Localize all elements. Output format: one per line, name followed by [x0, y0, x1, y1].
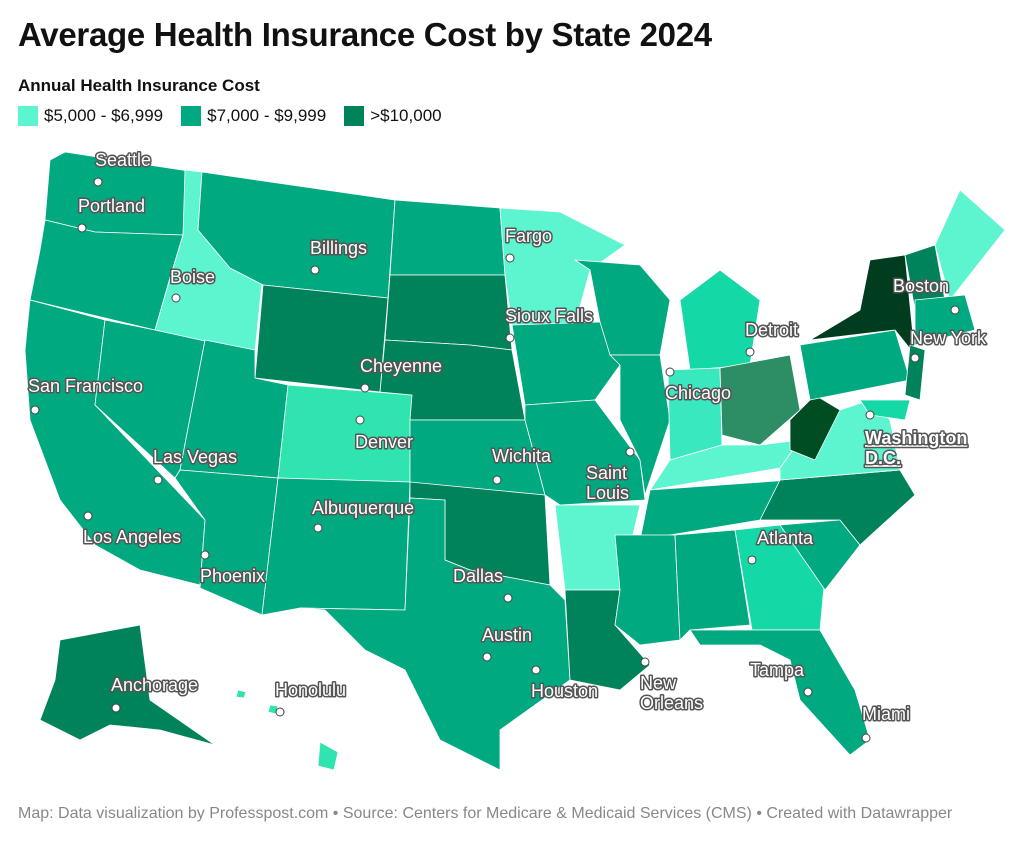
city-dot — [360, 383, 370, 393]
legend-item: $5,000 - $6,999 — [18, 106, 163, 126]
state — [389, 199, 506, 276]
city-dot — [950, 305, 960, 315]
city-label: Phoenix — [200, 566, 265, 586]
city-dot — [310, 265, 320, 275]
legend-swatch — [344, 106, 365, 126]
city-dot — [910, 353, 920, 363]
city-label: New York — [910, 328, 987, 348]
city-dot — [275, 707, 285, 717]
city-label: Tampa — [750, 660, 805, 680]
state — [614, 534, 681, 646]
city-dot — [355, 415, 365, 425]
title: Average Health Insurance Cost by State 2… — [18, 16, 712, 53]
city-label: Anchorage — [111, 675, 198, 695]
legend-label: >$10,000 — [370, 106, 442, 125]
state — [667, 367, 723, 461]
city-label: Saint — [586, 463, 627, 483]
legend-swatch — [18, 106, 38, 126]
city-label: Boston — [893, 276, 949, 296]
legend: $5,000 - $6,999 $7,000 - $9,999 >$10,000 — [18, 106, 442, 126]
city-link[interactable]: Washington — [864, 427, 969, 450]
city-label: Albuquerque — [312, 498, 414, 518]
state — [674, 529, 751, 641]
city-label: Denver — [355, 432, 413, 452]
city-dot — [625, 447, 635, 457]
city-label: Honolulu — [275, 680, 346, 700]
city-dot — [200, 550, 210, 560]
city-dot — [640, 657, 650, 667]
city-dot — [665, 367, 675, 377]
states — [24, 151, 1006, 771]
state — [384, 274, 513, 351]
us-map: Seattle Portland Boise Billings Fargo Sioux F… — [24, 149, 1006, 771]
city-dot — [482, 652, 492, 662]
footer: Map: Data visualization by Professpost.c… — [18, 805, 953, 822]
legend-title: Annual Health Insurance Cost — [18, 76, 260, 95]
city-label: Orleans — [640, 693, 703, 713]
cities: Seattle Portland Boise Billings Fargo Sioux F… — [27, 149, 989, 743]
state — [719, 354, 801, 446]
city-dot — [505, 333, 515, 343]
city-dot — [153, 475, 163, 485]
state — [235, 689, 247, 699]
legend-swatch — [181, 106, 202, 126]
state — [934, 189, 1006, 301]
state — [904, 344, 926, 401]
city-dot — [803, 687, 813, 697]
city-dot — [30, 405, 40, 415]
city-label: Dallas — [453, 566, 503, 586]
city-dot — [93, 177, 103, 187]
city-link[interactable]: D.C. — [864, 447, 903, 470]
state — [914, 294, 976, 346]
city-label: Las Vegas — [153, 447, 237, 467]
city-label: Billings — [310, 238, 367, 258]
legend-item: >$10,000 — [344, 106, 442, 126]
state — [317, 741, 339, 771]
city-dot — [171, 293, 181, 303]
state — [609, 354, 671, 496]
city-label: Portland — [78, 196, 145, 216]
city-dot — [111, 703, 121, 713]
state — [299, 497, 571, 771]
legend-item: $7,000 - $9,999 — [181, 106, 326, 126]
city-dot — [77, 223, 87, 233]
city-label: Sioux Falls — [505, 306, 593, 326]
city-label: Seattle — [95, 150, 151, 170]
city-label: Boise — [170, 267, 215, 287]
city-dot — [747, 555, 757, 565]
city-label: New — [640, 673, 677, 693]
city-dot — [505, 253, 515, 263]
legend-label: $5,000 - $6,999 — [44, 106, 164, 125]
city-label: Wichita — [492, 446, 552, 466]
city-label: Chicago — [665, 383, 731, 403]
city-label: San Francisco — [28, 376, 143, 396]
legend-label: $7,000 - $9,999 — [207, 106, 327, 125]
city-dot — [313, 523, 323, 533]
city-label: Atlanta — [757, 528, 814, 548]
city-label: Fargo — [505, 226, 552, 246]
state — [39, 624, 216, 746]
state — [499, 207, 626, 326]
city-label: Detroit — [745, 320, 798, 340]
city-dot — [745, 347, 755, 357]
city-dot — [531, 665, 541, 675]
state — [511, 321, 621, 406]
state — [799, 329, 911, 401]
state — [689, 629, 871, 756]
city-label: Los Angeles — [83, 527, 181, 547]
city-label: Miami — [862, 704, 910, 724]
city-label: Austin — [482, 625, 532, 645]
city-label: Cheyenne — [360, 356, 442, 376]
city-label: Houston — [531, 681, 598, 701]
state — [679, 269, 761, 371]
city-dot — [865, 410, 875, 420]
state — [524, 399, 646, 506]
city-dot — [861, 733, 871, 743]
city-dot — [83, 511, 93, 521]
city-dot — [503, 593, 513, 603]
city-dot — [492, 475, 502, 485]
city-label: Louis — [586, 483, 629, 503]
